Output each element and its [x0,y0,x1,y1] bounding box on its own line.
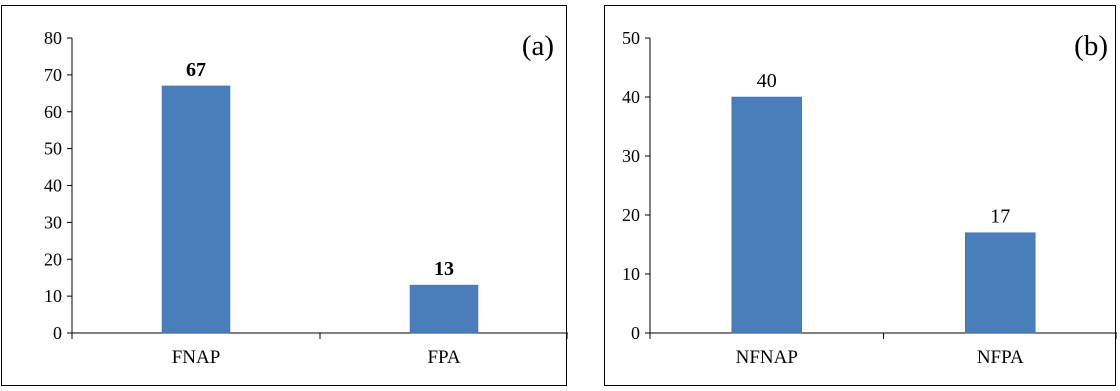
bar-fpa [409,284,479,334]
y-tick-label: 60 [44,102,62,122]
y-tick-label: 20 [622,205,640,225]
y-tick-label: 30 [44,212,62,232]
bar-nfpa [965,232,1036,334]
y-tick-label: 30 [622,146,640,166]
data-label-fnap: 67 [186,59,206,81]
bar-nfnap [731,96,802,334]
y-tick-label: 40 [622,87,640,107]
x-tick-label-fpa: FPA [427,347,460,368]
data-label-nfpa: 17 [990,206,1010,228]
x-tick-label-nfnap: NFNAP [736,347,798,368]
data-label-nfnap: 40 [757,70,777,92]
chart-panel-b: 0 10 20 30 40 50 40 NFNAP 17 NFPA (b) [604,5,1117,386]
data-label-fpa: 13 [434,258,454,280]
y-tick-label: 20 [44,249,62,269]
y-tick-label: 40 [44,176,62,196]
y-tick-label: 10 [44,286,62,306]
y-tick-label: 0 [53,323,62,343]
chart-panel-a: 0 10 20 30 40 50 60 70 80 67 FNAP 13 FPA (a) [1,5,568,386]
y-tick-label: 50 [622,28,640,48]
y-tick-label: 80 [44,28,62,48]
y-tick-label: 70 [44,65,62,85]
y-tick-label: 0 [631,323,640,343]
x-tick-label-fnap: FNAP [172,347,221,368]
chart-b-svg: 0 10 20 30 40 50 40 NFNAP 17 NFPA [622,28,1117,368]
bar-fnap [161,85,231,334]
chart-a-svg: 0 10 20 30 40 50 60 70 80 67 FNAP 13 FPA [44,28,568,368]
y-tick-label: 50 [44,139,62,159]
y-tick-label: 10 [622,264,640,284]
panel-label-a: (a) [521,30,554,62]
x-tick-label-nfpa: NFPA [977,347,1024,368]
panel-label-b: (b) [1074,30,1108,62]
